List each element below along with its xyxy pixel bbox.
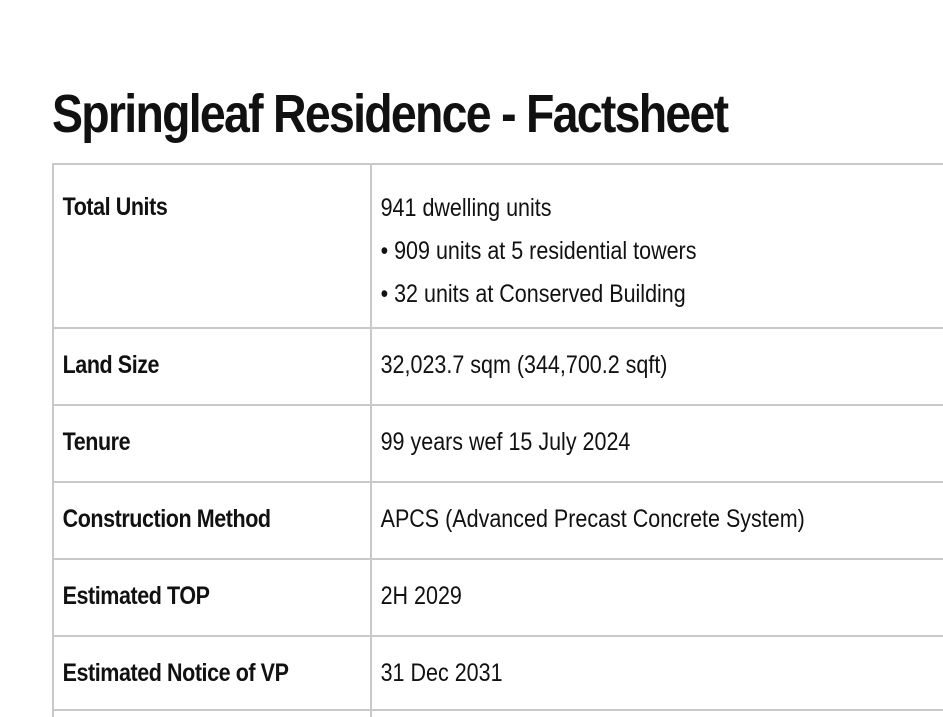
- row-label-cell: Total Units: [52, 163, 372, 329]
- table-row: Estimated TOP 2H 2029: [52, 558, 943, 637]
- bullet-item: • 909 units at 5 residential towers: [380, 237, 697, 265]
- row-value-cell: 2H 2029: [370, 558, 943, 637]
- row-value-cell: 99 years wef 15 July 2024: [370, 404, 943, 483]
- table-row: Total Units 941 dwelling units • 909 uni…: [52, 163, 943, 329]
- row-value: 32,023.7 sqm (344,700.2 sqft): [380, 351, 668, 379]
- row-label: Tenure: [62, 428, 131, 456]
- row-value: 2H 2029: [380, 582, 462, 610]
- row-value: 941 dwelling units: [380, 194, 552, 222]
- row-label: Construction Method: [62, 505, 271, 533]
- table-row: Tenure 99 years wef 15 July 2024: [52, 404, 943, 483]
- table-row: Construction Method APCS (Advanced Preca…: [52, 481, 943, 560]
- row-label: Land Size: [62, 351, 160, 379]
- row-label-cell: Estimated TOP: [52, 558, 372, 637]
- row-value-cell: APCS (Advanced Precast Concrete System): [370, 481, 943, 560]
- row-value-cell: 941 dwelling units • 909 units at 5 resi…: [370, 163, 943, 329]
- table-row: [52, 709, 943, 717]
- row-label-cell: Construction Method: [52, 481, 372, 560]
- row-label-cell: Estimated Notice of VP: [52, 635, 372, 711]
- row-label: Estimated Notice of VP: [62, 659, 289, 687]
- row-value: 99 years wef 15 July 2024: [380, 428, 631, 456]
- factsheet-table: Total Units 941 dwelling units • 909 uni…: [52, 163, 943, 717]
- row-value-cell: 31 Dec 2031: [370, 635, 943, 711]
- row-label: Estimated TOP: [62, 582, 210, 610]
- row-label-cell: Land Size: [52, 327, 372, 406]
- page-title: Springleaf Residence - Factsheet: [52, 84, 729, 144]
- row-value: 31 Dec 2031: [380, 659, 503, 687]
- row-value: APCS (Advanced Precast Concrete System): [380, 505, 805, 533]
- row-value-cell: [370, 709, 943, 717]
- row-value-cell: 32,023.7 sqm (344,700.2 sqft): [370, 327, 943, 406]
- row-label: Total Units: [62, 193, 168, 221]
- bullet-item: • 32 units at Conserved Building: [380, 280, 686, 308]
- table-row: Land Size 32,023.7 sqm (344,700.2 sqft): [52, 327, 943, 406]
- table-row: Estimated Notice of VP 31 Dec 2031: [52, 635, 943, 711]
- row-label-cell: [52, 709, 372, 717]
- row-label-cell: Tenure: [52, 404, 372, 483]
